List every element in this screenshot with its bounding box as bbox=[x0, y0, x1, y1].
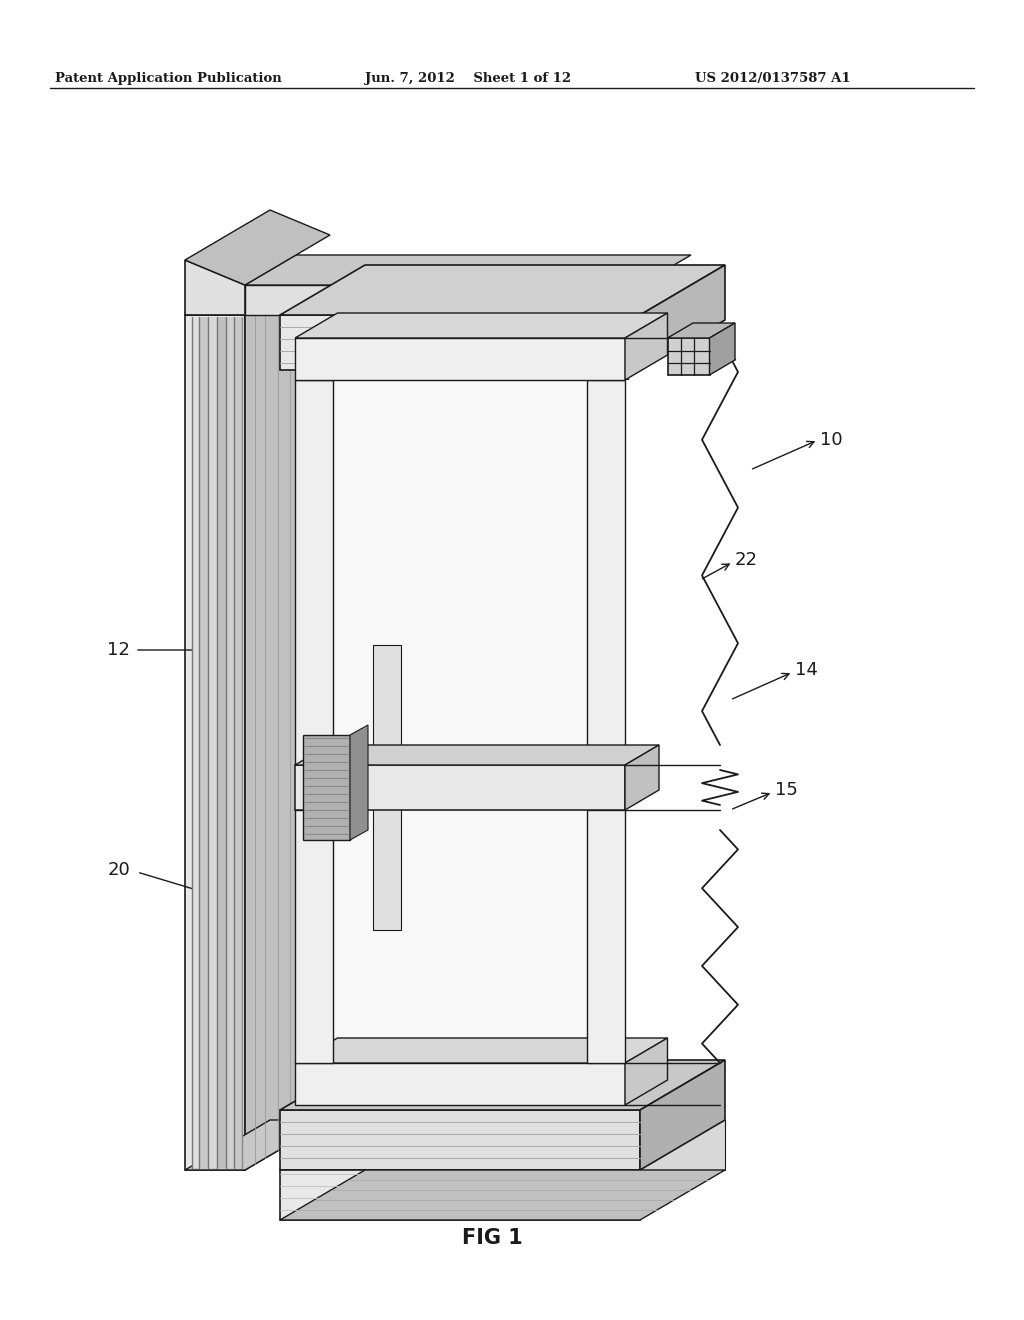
Polygon shape bbox=[295, 1038, 668, 1063]
Polygon shape bbox=[333, 380, 587, 766]
Polygon shape bbox=[295, 744, 659, 766]
Polygon shape bbox=[185, 1119, 330, 1170]
Polygon shape bbox=[193, 317, 199, 1168]
Text: US 2012/0137587 A1: US 2012/0137587 A1 bbox=[695, 73, 851, 84]
Polygon shape bbox=[245, 265, 330, 1170]
Polygon shape bbox=[295, 380, 333, 766]
Text: 15: 15 bbox=[775, 781, 798, 799]
Polygon shape bbox=[625, 744, 659, 810]
Polygon shape bbox=[640, 1060, 725, 1170]
Text: 16: 16 bbox=[534, 301, 556, 319]
Polygon shape bbox=[185, 315, 245, 1170]
Polygon shape bbox=[280, 1170, 725, 1220]
Polygon shape bbox=[295, 766, 625, 810]
Polygon shape bbox=[280, 265, 725, 315]
Text: FIG 1: FIG 1 bbox=[462, 1228, 522, 1247]
Polygon shape bbox=[295, 313, 668, 338]
Polygon shape bbox=[587, 810, 625, 1063]
Polygon shape bbox=[303, 735, 350, 840]
Text: 22: 22 bbox=[735, 550, 758, 569]
Polygon shape bbox=[185, 210, 330, 285]
Polygon shape bbox=[668, 338, 710, 375]
Polygon shape bbox=[245, 255, 691, 285]
Polygon shape bbox=[365, 1119, 725, 1170]
Polygon shape bbox=[295, 338, 625, 380]
Polygon shape bbox=[587, 380, 625, 766]
Polygon shape bbox=[280, 1060, 725, 1110]
Polygon shape bbox=[625, 1038, 668, 1105]
Text: 20: 20 bbox=[108, 861, 130, 879]
Polygon shape bbox=[640, 265, 725, 370]
Text: 12: 12 bbox=[108, 642, 130, 659]
Polygon shape bbox=[373, 645, 401, 931]
Polygon shape bbox=[280, 1110, 640, 1170]
Polygon shape bbox=[245, 265, 365, 315]
Text: Jun. 7, 2012    Sheet 1 of 12: Jun. 7, 2012 Sheet 1 of 12 bbox=[365, 73, 571, 84]
Polygon shape bbox=[333, 810, 587, 1063]
Polygon shape bbox=[208, 317, 217, 1168]
Polygon shape bbox=[185, 265, 330, 315]
Polygon shape bbox=[295, 810, 333, 1063]
Polygon shape bbox=[199, 317, 208, 1168]
Polygon shape bbox=[350, 725, 368, 840]
Polygon shape bbox=[710, 323, 735, 375]
Polygon shape bbox=[226, 317, 234, 1168]
Polygon shape bbox=[280, 1170, 640, 1220]
Polygon shape bbox=[295, 1063, 625, 1105]
Text: 14: 14 bbox=[795, 661, 818, 678]
Text: 22: 22 bbox=[608, 366, 632, 384]
Polygon shape bbox=[185, 260, 245, 315]
Polygon shape bbox=[245, 285, 640, 315]
Text: Patent Application Publication: Patent Application Publication bbox=[55, 73, 282, 84]
Polygon shape bbox=[280, 315, 640, 370]
Text: 18: 18 bbox=[414, 1031, 436, 1049]
Text: 15: 15 bbox=[478, 256, 502, 275]
Polygon shape bbox=[234, 317, 242, 1168]
Text: 10: 10 bbox=[820, 432, 843, 449]
Polygon shape bbox=[625, 313, 668, 380]
Polygon shape bbox=[668, 323, 735, 338]
Polygon shape bbox=[217, 317, 226, 1168]
